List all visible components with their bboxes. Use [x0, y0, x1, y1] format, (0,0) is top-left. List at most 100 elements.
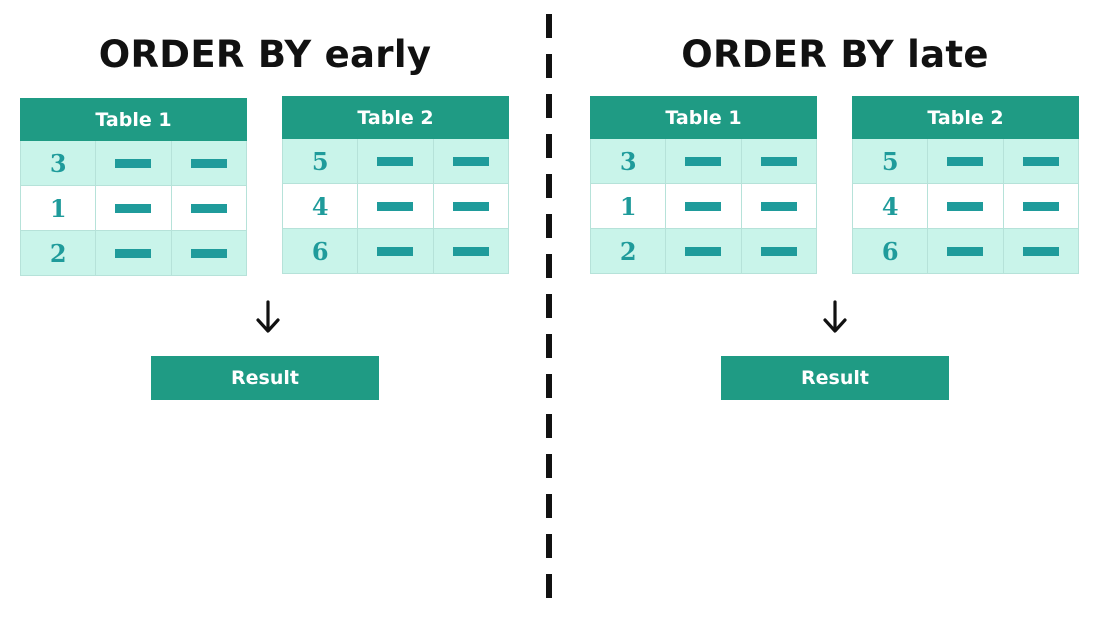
row-key: 1	[619, 191, 637, 221]
row-key: 2	[49, 238, 67, 268]
cell-placeholder-icon	[760, 156, 797, 166]
arrow-down-icon	[823, 300, 847, 333]
cell-placeholder-icon	[452, 201, 489, 211]
table-row: 1	[590, 184, 817, 229]
arrow-down-icon	[256, 300, 280, 333]
key-cell: 5	[852, 139, 929, 184]
key-cell: 4	[852, 184, 929, 229]
table-row: 4	[282, 184, 509, 229]
value-cell	[1003, 184, 1079, 229]
key-cell: 6	[852, 229, 929, 274]
panel-title: ORDER BY late	[681, 33, 989, 76]
key-cell: 5	[282, 139, 359, 184]
panel-order-by-late: ORDER BY late Table 1 3 1 2 Table 2 5 4	[570, 0, 1100, 620]
table-row: 2	[590, 229, 817, 274]
cell-placeholder-icon	[377, 156, 414, 166]
cell-placeholder-icon	[760, 246, 797, 256]
cell-placeholder-icon	[685, 201, 722, 211]
cell-placeholder-icon	[115, 203, 152, 213]
value-cell	[741, 184, 817, 229]
panel-order-by-early: ORDER BY early Table 1 3 1 2 Table 2 5 4	[20, 33, 509, 400]
result-box: Result	[721, 356, 949, 400]
cell-placeholder-icon	[115, 158, 152, 168]
cell-placeholder-icon	[452, 246, 489, 256]
table-header: Table 2	[852, 96, 1079, 139]
cell-placeholder-icon	[947, 156, 984, 166]
section-divider	[546, 14, 552, 610]
row-key: 6	[881, 236, 899, 266]
table-row: 5	[852, 139, 1079, 184]
row-key: 3	[619, 146, 637, 176]
value-cell	[928, 229, 1004, 274]
value-cell	[96, 231, 172, 276]
value-cell	[96, 186, 172, 231]
row-key: 5	[881, 146, 899, 176]
value-cell	[1003, 139, 1079, 184]
cell-placeholder-icon	[685, 246, 722, 256]
table-2: Table 2 5 4 6	[282, 96, 509, 274]
value-cell	[358, 139, 434, 184]
value-cell	[928, 184, 1004, 229]
table-row: 2	[20, 231, 247, 276]
table-row: 3	[20, 141, 247, 186]
key-cell: 3	[590, 139, 667, 184]
table-2: Table 2 5 4 6	[852, 96, 1079, 274]
row-key: 5	[311, 146, 329, 176]
cell-placeholder-icon	[1022, 246, 1059, 256]
row-key: 2	[619, 236, 637, 266]
value-cell	[171, 231, 247, 276]
cell-placeholder-icon	[947, 201, 984, 211]
value-cell	[1003, 229, 1079, 274]
value-cell	[666, 184, 742, 229]
value-cell	[433, 229, 509, 274]
cell-placeholder-icon	[190, 203, 227, 213]
value-cell	[928, 139, 1004, 184]
row-key: 4	[311, 191, 329, 221]
table-row: 6	[852, 229, 1079, 274]
cell-placeholder-icon	[760, 201, 797, 211]
table-row: 6	[282, 229, 509, 274]
cell-placeholder-icon	[947, 246, 984, 256]
table-row: 1	[20, 186, 247, 231]
table-header: Table 2	[282, 96, 509, 139]
row-key: 1	[49, 193, 67, 223]
table-row: 5	[282, 139, 509, 184]
cell-placeholder-icon	[1022, 156, 1059, 166]
value-cell	[741, 229, 817, 274]
table-1: Table 1 3 1 2	[20, 98, 247, 276]
table-header: Table 1	[20, 98, 247, 141]
value-cell	[666, 139, 742, 184]
value-cell	[358, 184, 434, 229]
value-cell	[96, 141, 172, 186]
value-cell	[666, 229, 742, 274]
cell-placeholder-icon	[685, 156, 722, 166]
cell-placeholder-icon	[190, 248, 227, 258]
value-cell	[433, 139, 509, 184]
value-cell	[171, 186, 247, 231]
table-header: Table 1	[590, 96, 817, 139]
result-box: Result	[151, 356, 379, 400]
key-cell: 2	[590, 229, 667, 274]
cell-placeholder-icon	[377, 201, 414, 211]
value-cell	[433, 184, 509, 229]
value-cell	[358, 229, 434, 274]
value-cell	[171, 141, 247, 186]
cell-placeholder-icon	[377, 246, 414, 256]
key-cell: 3	[20, 141, 97, 186]
key-cell: 1	[20, 186, 97, 231]
cell-placeholder-icon	[190, 158, 227, 168]
row-key: 6	[311, 236, 329, 266]
key-cell: 6	[282, 229, 359, 274]
cell-placeholder-icon	[1022, 201, 1059, 211]
value-cell	[741, 139, 817, 184]
table-row: 3	[590, 139, 817, 184]
panel-title: ORDER BY early	[98, 33, 432, 76]
table-1: Table 1 3 1 2	[590, 96, 817, 274]
key-cell: 2	[20, 231, 97, 276]
key-cell: 4	[282, 184, 359, 229]
row-key: 4	[881, 191, 899, 221]
table-row: 4	[852, 184, 1079, 229]
key-cell: 1	[590, 184, 667, 229]
cell-placeholder-icon	[115, 248, 152, 258]
row-key: 3	[49, 148, 67, 178]
